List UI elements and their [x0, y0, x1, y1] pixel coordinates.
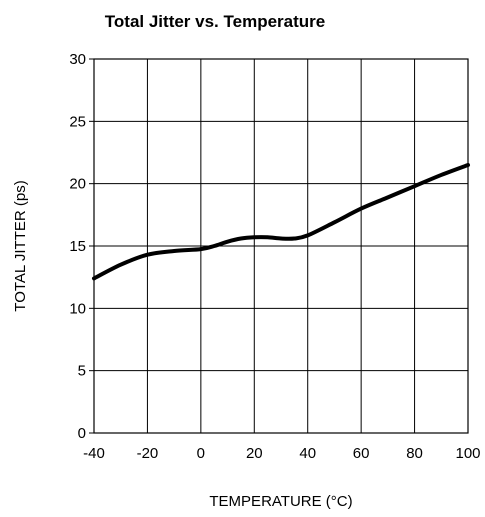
y-tick-labels: 0 5 10 15 20 25 30 — [69, 51, 86, 442]
chart-title: Total Jitter vs. Temperature — [105, 12, 325, 31]
y-tick-label: 20 — [69, 176, 86, 193]
x-tick-label: -40 — [83, 445, 105, 462]
y-tick-label: 15 — [69, 238, 86, 255]
x-tick-label: 80 — [406, 445, 423, 462]
y-tick-label: 5 — [78, 363, 86, 380]
y-tick-label: 25 — [69, 113, 86, 130]
y-tick-label: 10 — [69, 300, 86, 317]
plot-frame — [93, 58, 469, 434]
x-tick-label: 0 — [197, 445, 205, 462]
x-tick-label: 20 — [246, 445, 263, 462]
y-axis-label: TOTAL JITTER (ps) — [12, 180, 29, 311]
jitter-series-line — [92, 162, 470, 281]
x-axis-label: TEMPERATURE (°C) — [209, 493, 352, 510]
x-tick-label: -20 — [137, 445, 159, 462]
grid — [89, 58, 469, 434]
x-tick-label: 40 — [299, 445, 316, 462]
x-tick-label: 100 — [455, 445, 480, 462]
y-tick-label: 0 — [78, 425, 86, 442]
x-tick-labels: -40 -20 0 20 40 60 80 100 — [83, 445, 480, 462]
y-tick-label: 30 — [69, 51, 86, 68]
x-tick-label: 60 — [353, 445, 370, 462]
